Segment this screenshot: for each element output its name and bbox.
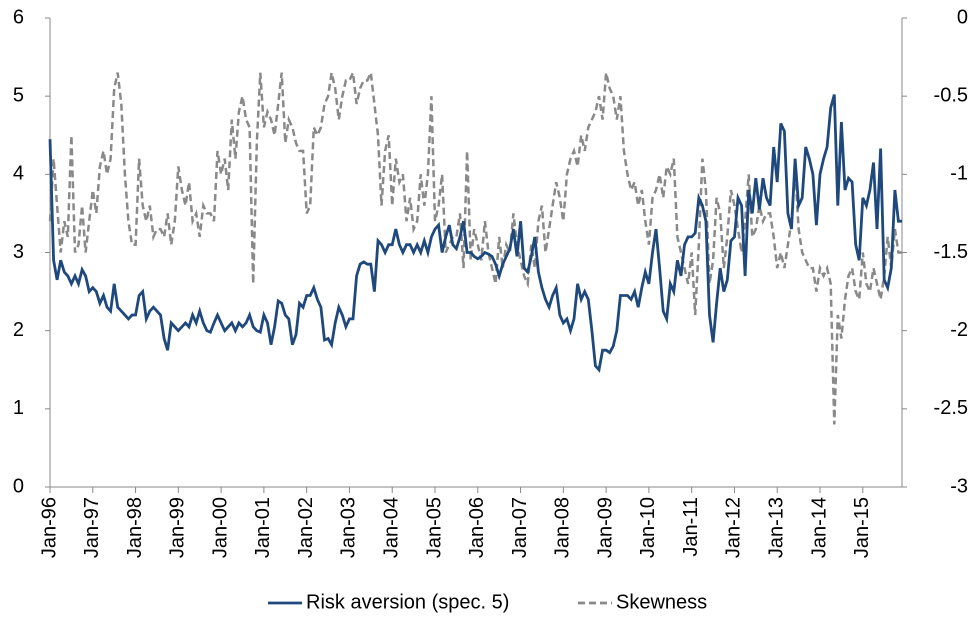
- x-tick-label: Jan-13: [766, 497, 788, 558]
- legend-label: Skewness: [616, 591, 707, 613]
- y-tick-label: 6: [13, 6, 24, 28]
- y2-tick-label: -3: [950, 475, 968, 497]
- x-tick-label: Jan-04: [381, 497, 403, 558]
- x-tick-label: Jan-97: [81, 497, 103, 558]
- x-tick-label: Jan-11: [680, 497, 702, 557]
- x-tick-label: Jan-02: [295, 497, 317, 558]
- x-tick-label: Jan-12: [723, 497, 745, 558]
- x-tick-label: Jan-03: [338, 497, 360, 558]
- y-tick-label: 5: [13, 84, 24, 106]
- series-line: [48, 94, 902, 373]
- y2-tick-label: -0.5: [934, 84, 968, 106]
- y2-tick-label: -2.5: [934, 397, 968, 419]
- y2-tick-label: -2: [950, 319, 968, 341]
- x-tick-label: Jan-08: [552, 497, 574, 558]
- y2-tick-label: 0: [957, 6, 968, 28]
- y-tick-label: 3: [13, 241, 24, 263]
- y2-tick-label: -1.5: [934, 241, 968, 263]
- series-line: [48, 68, 902, 425]
- y-tick-label: 4: [13, 163, 24, 185]
- x-tick-label: Jan-14: [808, 497, 830, 558]
- x-tick-label: Jan-05: [423, 497, 445, 558]
- y2-tick-label: -1: [950, 163, 968, 185]
- y-tick-label: 0: [13, 475, 24, 497]
- x-tick-label: Jan-06: [466, 497, 488, 558]
- x-tick-label: Jan-99: [167, 497, 189, 558]
- x-tick-label: Jan-01: [252, 497, 274, 558]
- x-tick-label: Jan-09: [594, 497, 616, 558]
- y-tick-label: 1: [13, 397, 24, 419]
- legend-label: Risk aversion (spec. 5): [306, 591, 509, 613]
- x-tick-label: Jan-98: [124, 497, 146, 558]
- x-tick-label: Jan-00: [209, 497, 231, 558]
- x-tick-label: Jan-07: [509, 497, 531, 558]
- x-tick-label: Jan-96: [38, 497, 60, 558]
- x-tick-label: Jan-15: [851, 497, 873, 558]
- x-tick-label: Jan-10: [637, 497, 659, 558]
- y-tick-label: 2: [13, 319, 24, 341]
